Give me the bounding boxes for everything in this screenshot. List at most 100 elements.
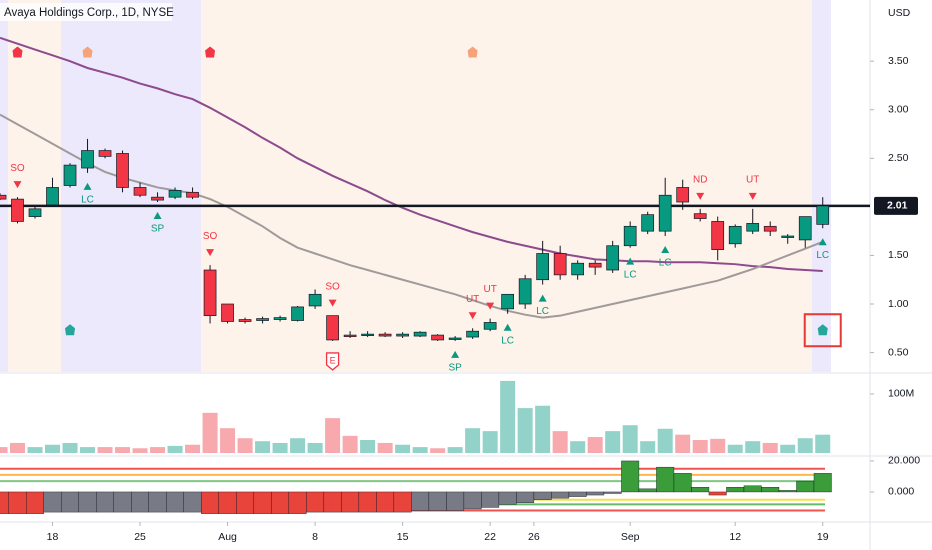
bar	[237, 438, 253, 453]
candle-body	[658, 194, 672, 232]
bar	[533, 491, 552, 500]
signal-label: SO	[10, 163, 25, 174]
y-tick-label: 0.50	[888, 346, 909, 358]
bar	[342, 435, 358, 453]
bar	[45, 444, 61, 453]
y-tick-label: 0.000	[888, 486, 914, 498]
candle-body	[641, 214, 655, 232]
event-marker	[82, 46, 93, 58]
bar	[428, 491, 447, 511]
y-tick-label: 20.000	[888, 455, 920, 467]
candle-body	[343, 334, 357, 337]
candle-body	[308, 293, 322, 307]
bar	[26, 491, 44, 514]
bar	[183, 491, 202, 513]
bar	[185, 444, 201, 453]
bar	[605, 431, 621, 453]
candle-body	[781, 235, 795, 238]
candle-body	[28, 208, 42, 217]
bar	[8, 491, 27, 514]
bar	[745, 441, 761, 453]
y-tick-label: 1.50	[888, 249, 909, 261]
bar	[762, 442, 778, 453]
candle-body	[46, 187, 59, 206]
candle-body	[606, 245, 620, 271]
bar	[430, 448, 446, 453]
bar	[603, 491, 622, 494]
candle-body	[816, 205, 830, 225]
bar	[673, 473, 692, 493]
y-tick-label: 1.00	[888, 298, 909, 310]
bar	[307, 442, 323, 453]
bar	[132, 448, 148, 453]
bar	[377, 442, 393, 453]
event-marker	[65, 324, 76, 336]
event-marker	[12, 46, 23, 58]
signal-label: SP	[151, 224, 165, 235]
bar	[517, 408, 533, 453]
bar	[692, 440, 708, 453]
bar	[10, 442, 26, 453]
x-tick-label: Aug	[218, 531, 237, 543]
bar	[708, 491, 727, 496]
bar	[201, 491, 220, 514]
bar	[656, 466, 675, 493]
y-tick-label: 3.00	[888, 104, 909, 116]
bar	[780, 444, 796, 453]
candle-body	[571, 262, 585, 276]
candle-body	[256, 318, 269, 321]
candle-body	[711, 221, 725, 250]
x-tick-label: 26	[528, 531, 540, 543]
signal-label: UT	[483, 284, 496, 295]
candle-body	[501, 293, 514, 310]
bar	[341, 491, 360, 513]
candle-body	[676, 187, 690, 203]
candle-body	[186, 191, 199, 198]
bar	[0, 447, 8, 453]
signal-arrow	[748, 192, 757, 200]
bar	[148, 491, 167, 513]
bar	[498, 491, 517, 505]
bar	[325, 418, 341, 453]
signal-arrow	[83, 182, 92, 190]
bar	[797, 438, 813, 453]
bar	[500, 380, 516, 453]
candle-body	[413, 331, 427, 337]
candle-body	[448, 337, 462, 340]
x-tick-label: 8	[312, 531, 318, 543]
bar	[218, 491, 237, 514]
signal-label: LC	[81, 195, 94, 206]
bar	[675, 434, 691, 453]
bar	[743, 485, 762, 493]
bar	[220, 428, 236, 453]
bar	[638, 488, 657, 493]
bar	[568, 491, 587, 497]
signal-label: LC	[501, 335, 514, 346]
bar	[640, 441, 656, 453]
bar	[412, 447, 428, 453]
candle-body	[728, 225, 742, 245]
candle-body	[238, 319, 252, 322]
x-tick-label: 15	[397, 531, 409, 543]
bar	[778, 490, 797, 493]
bar	[481, 491, 500, 508]
bar	[726, 487, 745, 493]
bar	[255, 441, 271, 453]
bar	[80, 447, 96, 453]
candle-body	[361, 333, 374, 336]
bar	[463, 491, 482, 510]
candle-body	[326, 315, 339, 341]
signal-arrow	[328, 299, 337, 307]
x-tick-label: 12	[729, 531, 741, 543]
bar	[587, 437, 603, 453]
signal-label: LC	[536, 306, 549, 317]
session-band	[0, 0, 8, 372]
signal-arrow	[661, 246, 670, 254]
event-marker	[467, 46, 478, 58]
candle-body	[151, 196, 164, 201]
bar	[115, 447, 131, 453]
bar	[482, 431, 498, 453]
x-tick-label: 22	[484, 531, 496, 543]
bar	[202, 412, 218, 453]
bar	[570, 441, 586, 453]
